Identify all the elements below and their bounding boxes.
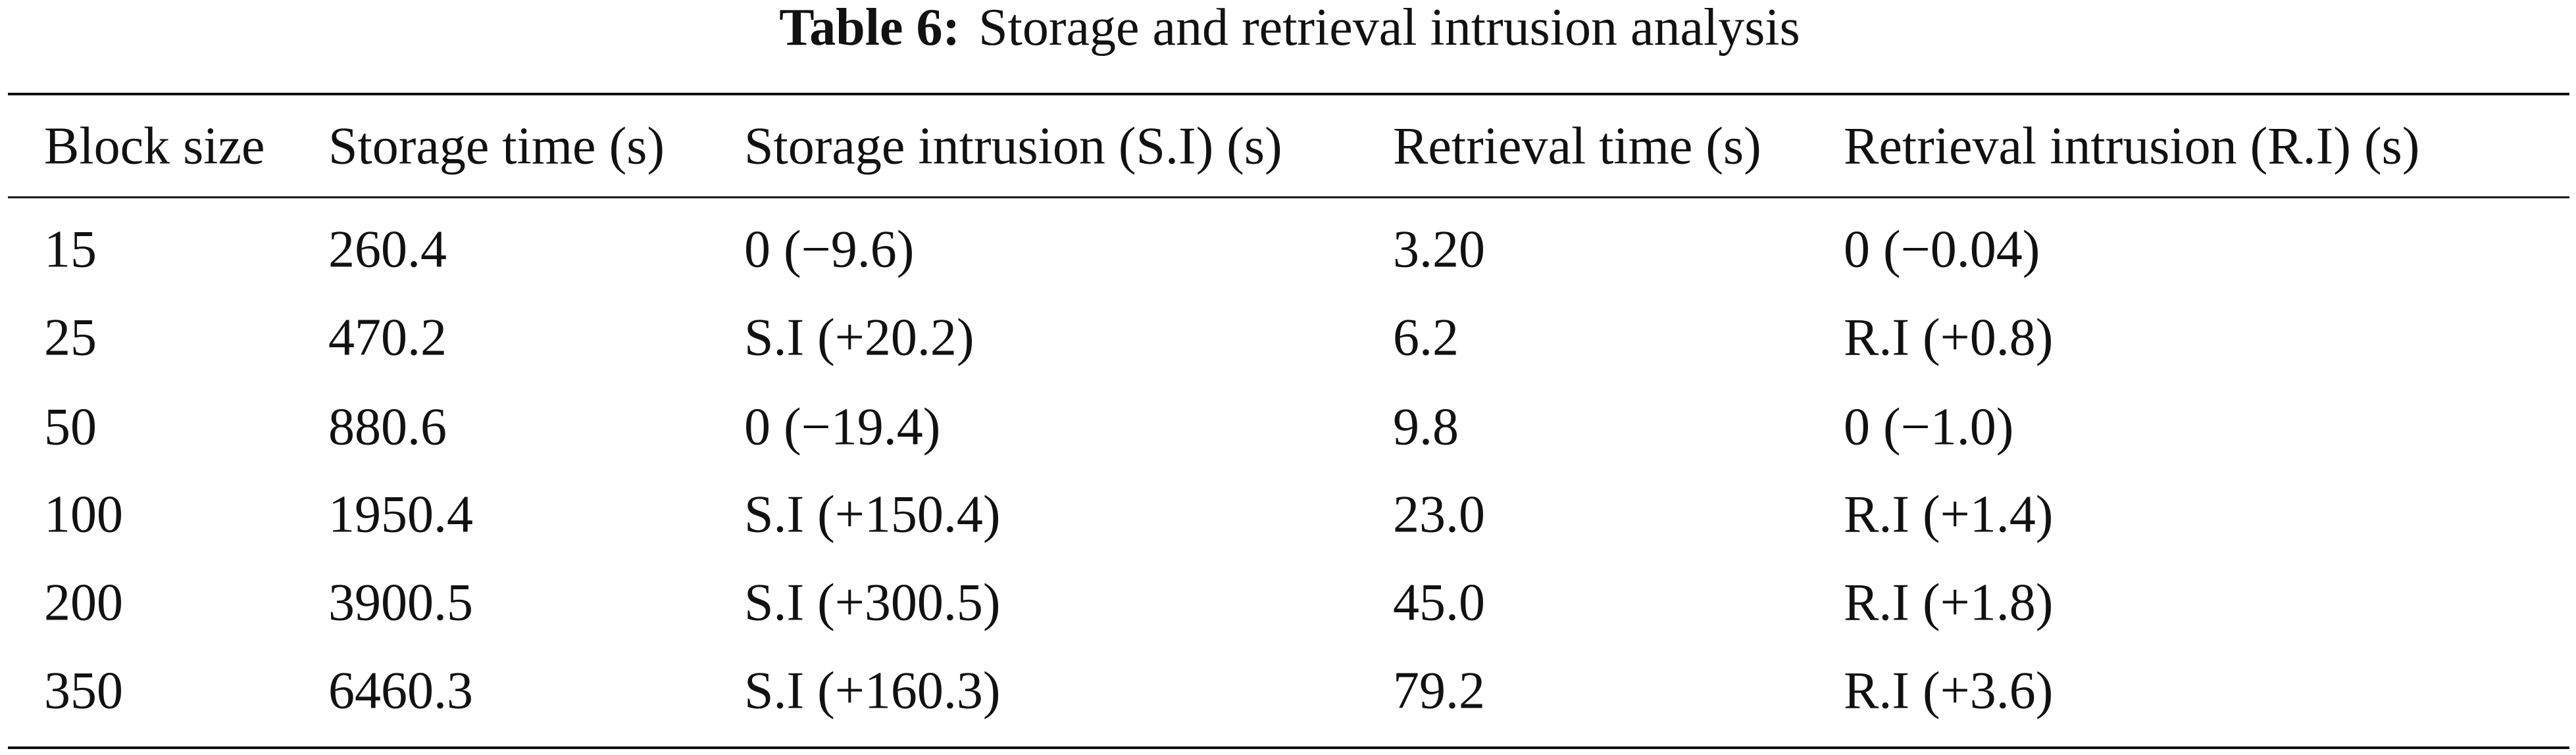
cell: 470.2 bbox=[328, 308, 447, 366]
cell: 1950.4 bbox=[328, 485, 473, 543]
cell: S.I (+150.4) bbox=[744, 485, 1001, 543]
cell: 0 (−1.0) bbox=[1844, 398, 2013, 456]
cell: R.I (+3.6) bbox=[1844, 662, 2053, 719]
cell: 880.6 bbox=[328, 398, 447, 456]
header-cell: Storage intrusion (S.I) (s) bbox=[744, 117, 1282, 175]
cell: S.I (+160.3) bbox=[744, 662, 1001, 719]
header-cell: Block size bbox=[44, 117, 265, 175]
cell: 50 bbox=[44, 398, 97, 456]
cell: 350 bbox=[44, 662, 123, 719]
cell: 15 bbox=[44, 220, 97, 278]
cell: 23.0 bbox=[1393, 485, 1485, 543]
cell: 25 bbox=[44, 308, 97, 366]
caption-label: Table 6: bbox=[779, 0, 960, 57]
cell: R.I (+1.4) bbox=[1844, 485, 2053, 543]
cell: 6460.3 bbox=[328, 662, 473, 719]
cell: 0 (−19.4) bbox=[744, 398, 940, 456]
caption-text: Storage and retrieval intrusion analysis bbox=[978, 0, 1800, 57]
cell: 0 (−9.6) bbox=[744, 220, 914, 278]
table-caption: Table 6: Storage and retrieval intrusion … bbox=[779, 0, 1800, 57]
cell: 45.0 bbox=[1393, 573, 1485, 631]
header-cell: Retrieval intrusion (R.I) (s) bbox=[1844, 117, 2419, 175]
cell: R.I (+0.8) bbox=[1844, 308, 2053, 366]
cell: S.I (+300.5) bbox=[744, 573, 1001, 631]
cell: 9.8 bbox=[1393, 398, 1459, 456]
cell: 260.4 bbox=[328, 220, 447, 278]
cell: 6.2 bbox=[1393, 308, 1459, 366]
header-cell: Storage time (s) bbox=[328, 117, 665, 175]
cell: 79.2 bbox=[1393, 662, 1485, 719]
cell: S.I (+20.2) bbox=[744, 308, 974, 366]
cell: 0 (−0.04) bbox=[1844, 220, 2040, 278]
cell: 200 bbox=[44, 573, 123, 631]
header-cell: Retrieval time (s) bbox=[1393, 117, 1761, 175]
cell: 3.20 bbox=[1393, 220, 1485, 278]
cell: 3900.5 bbox=[328, 573, 473, 631]
cell: R.I (+1.8) bbox=[1844, 573, 2053, 631]
cell: 100 bbox=[44, 485, 123, 543]
